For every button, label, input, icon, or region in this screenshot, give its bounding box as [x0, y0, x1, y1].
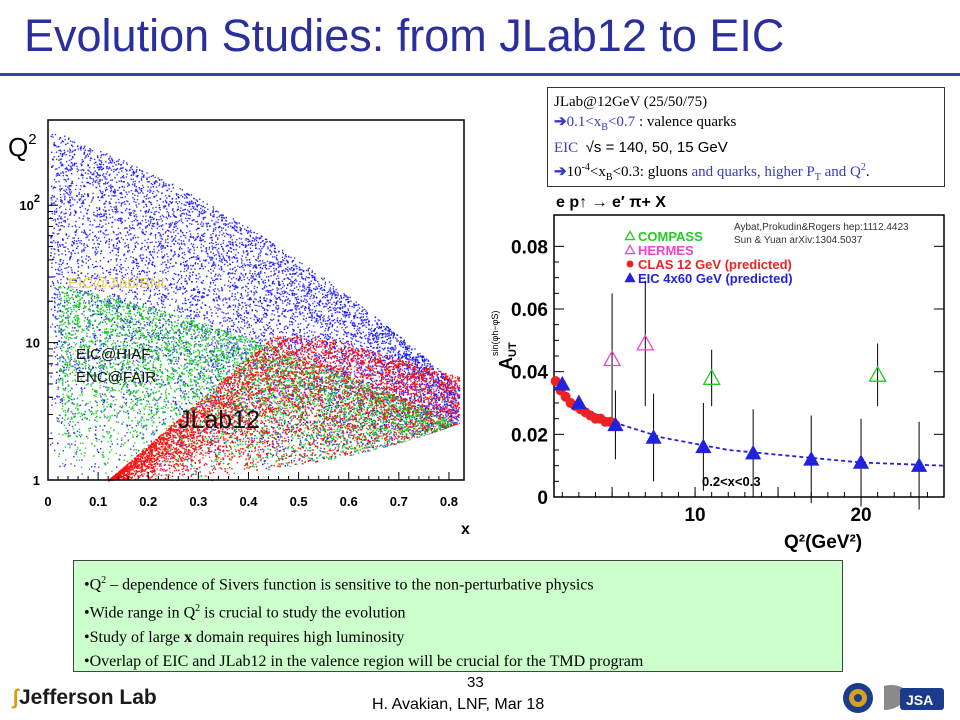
- legend-entry: EIC 4x60 GeV (predicted): [638, 271, 793, 286]
- asym-y-tick-label: 0.06: [511, 300, 548, 321]
- asym-y-tick-label: 0: [537, 488, 548, 509]
- series-hermes: [602, 280, 655, 425]
- data-point: [570, 394, 587, 410]
- eic-region-label: EIC@Jlab/BNL: [68, 275, 169, 292]
- asym-x-label: Q²(GeV²): [784, 532, 862, 553]
- asym-y-label: AUT: [496, 342, 519, 370]
- title-underline: [0, 73, 960, 76]
- data-point: [645, 429, 662, 444]
- scatter-x-tick-label: 0.5: [290, 494, 308, 509]
- hiaf-region-label: EIC@HIAF: [76, 346, 150, 363]
- series-compass: [702, 343, 887, 407]
- legend-marker: [624, 272, 636, 283]
- scatter-x-tick-label: 0: [44, 494, 51, 509]
- asym-ticks: 0 0.02 0.04 0.06 0.08 10 20: [511, 237, 945, 526]
- scatter-x-tick-label: 0.2: [139, 494, 157, 509]
- scatter-x-tick-label: 0.1: [89, 494, 107, 509]
- series-clas: [550, 376, 621, 430]
- asym-x-tick-label: 10: [684, 505, 705, 526]
- data-point: [911, 457, 928, 472]
- asym-y-tick-label: 0.02: [511, 425, 548, 446]
- bullet-2: •Wide range in Q2 is crucial to study th…: [84, 597, 832, 625]
- scatter-y-tick-label: 1: [33, 473, 40, 488]
- data-point: [554, 375, 571, 391]
- bullet-1: •Q2 – dependence of Sivers function is s…: [84, 569, 832, 597]
- data-point: [868, 365, 887, 382]
- bullet-3: •Study of large x domain requires high l…: [84, 626, 832, 650]
- info-eic-line: EIC √s = 140, 50, 15 GeV: [554, 138, 938, 158]
- legend-marker: [624, 244, 636, 255]
- jsa-logo-icon: [900, 688, 944, 710]
- process-label: e p↑ → e′ π+ X: [556, 194, 666, 211]
- scatter-x-tick-label: 0.8: [440, 494, 458, 509]
- data-point: [803, 451, 820, 466]
- kinematic-boundary-mask: [138, 422, 465, 480]
- bullet-4: •Overlap of EIC and JLab12 in the valenc…: [84, 650, 832, 674]
- legend-marker: [626, 260, 634, 268]
- legend-entry: COMPASS: [638, 229, 703, 244]
- scatter-x-tick-label: 0.3: [189, 494, 207, 509]
- jlab12-region-label: JLab12: [178, 406, 260, 434]
- data-point: [852, 454, 870, 469]
- page-number: 33: [467, 674, 484, 691]
- scatter-x-tick-label: 0.7: [390, 494, 408, 509]
- jefferson-lab-logo: ʃJefferson Lab: [12, 686, 157, 710]
- data-point: [607, 416, 624, 432]
- scatter-y-tick-label: 10: [26, 336, 40, 351]
- info-jlab-line: JLab@12GeV (25/50/75): [554, 92, 938, 112]
- data-point: [636, 334, 655, 351]
- asym-y-tick-label: 0.04: [511, 363, 548, 384]
- sivers-asymmetry-plot: e p↑ → e′ π+ X Aybat,Prokudin&Rogers hep…: [490, 194, 945, 553]
- partner-logos: JSA: [843, 683, 944, 713]
- kinematic-cut-label: 0.2<x<0.3: [702, 474, 761, 489]
- data-point: [695, 438, 712, 454]
- scatter-y-label: Q2: [8, 131, 37, 162]
- info-valence-line: ➔0.1<xB<0.7 : valence quarks: [554, 112, 938, 138]
- page-title: Evolution Studies: from JLab12 to EIC: [24, 10, 784, 62]
- data-point: [702, 368, 721, 385]
- summary-bullets: •Q2 – dependence of Sivers function is s…: [73, 560, 843, 672]
- q2-vs-x-scatter-plot: 0 0.1 0.2 0.3 0.4 0.5 0.6 0.7 0.8 1 10 102 Q2 x EIC…: [8, 119, 470, 538]
- kinematics-info-box: JLab@12GeV (25/50/75) ➔0.1<xB<0.7 : vale…: [547, 87, 945, 187]
- asym-data: [550, 280, 945, 510]
- data-point: [745, 444, 762, 460]
- asym-y-tick-label: 0.08: [511, 237, 548, 258]
- asym-x-tick-label: 20: [850, 505, 871, 526]
- legend-entry: CLAS 12 GeV (predicted): [638, 257, 792, 272]
- scatter-frame: [47, 119, 465, 481]
- fair-region-label: ENC@FAIR: [76, 369, 156, 386]
- scatter-x-tick-label: 0.4: [239, 494, 258, 509]
- scatter-points: [50, 133, 465, 482]
- refs-line-1: Aybat,Prokudin&Rogers hep:1112.4423: [734, 222, 909, 233]
- legend-marker: [624, 230, 636, 241]
- data-point: [602, 349, 622, 367]
- footer-author: H. Avakian, LNF, Mar 18: [372, 696, 544, 714]
- info-gluon-line: ➔10-4<xB<0.3: gluons and quarks, higher …: [554, 158, 938, 188]
- series-eic: [554, 375, 928, 510]
- legend-entry: HERMES: [638, 243, 694, 258]
- asym-y-label-sup: sin(φh−φS): [490, 311, 500, 356]
- scatter-ticks: 0 0.1 0.2 0.3 0.4 0.5 0.6 0.7 0.8 1 10 102: [19, 193, 458, 509]
- scatter-x-label: x: [461, 521, 470, 538]
- refs-line-2: Sun & Yuan arXiv:1304.5037: [734, 235, 863, 246]
- scatter-x-tick-label: 0.6: [340, 494, 358, 509]
- scatter-y-tick-label: 102: [19, 193, 40, 213]
